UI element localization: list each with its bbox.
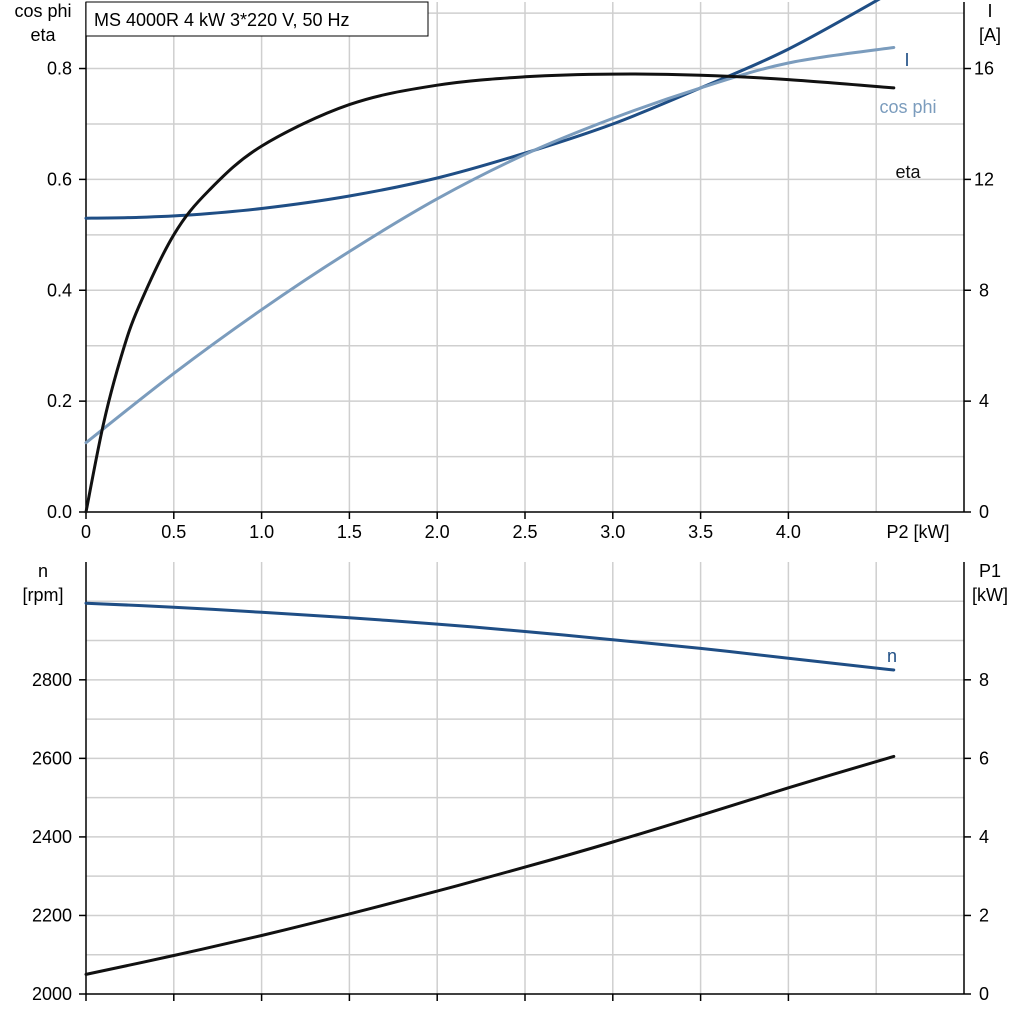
x-tick-label: 2.5 xyxy=(512,522,537,542)
right-axis-title: [kW] xyxy=(972,585,1008,605)
x-tick-label: 1.5 xyxy=(337,522,362,542)
right-axis-title: I xyxy=(987,1,992,21)
left-tick-label: 2400 xyxy=(32,827,72,847)
chart-title-box: MS 4000R 4 kW 3*220 V, 50 Hz xyxy=(85,1,429,37)
left-tick-label: 0.8 xyxy=(47,59,72,79)
right-tick-label: 2 xyxy=(979,905,989,925)
x-tick-label: 0 xyxy=(81,522,91,542)
x-tick-label: 1.0 xyxy=(249,522,274,542)
series-label-eta: eta xyxy=(895,162,921,182)
left-tick-label: 0.6 xyxy=(47,169,72,189)
series-line-p1 xyxy=(84,754,896,976)
chart-title: MS 4000R 4 kW 3*220 V, 50 Hz xyxy=(94,10,349,30)
left-axis-title: n xyxy=(38,561,48,581)
top-panel: 0.0 0.2 0.4 0.6 0.8 0 4 8 12 16 0 0.5 1.0 1.5 2.0 2.5 3.… xyxy=(14,0,1001,542)
series-line-eta xyxy=(84,72,896,514)
left-tick-label: 0.0 xyxy=(47,502,72,522)
series-line-cos-phi xyxy=(84,46,896,445)
right-tick-label: 0 xyxy=(979,984,989,1004)
x-tick-label: 4.0 xyxy=(776,522,801,542)
right-tick-label: 4 xyxy=(979,391,989,411)
x-tick-label: 3.0 xyxy=(600,522,625,542)
right-tick-label: 6 xyxy=(979,748,989,768)
right-tick-label: 8 xyxy=(979,670,989,690)
left-tick-label: 0.4 xyxy=(47,280,72,300)
x-tick-label: 3.5 xyxy=(688,522,713,542)
x-tick-label: 2.0 xyxy=(425,522,450,542)
series-label-n: n xyxy=(887,646,897,666)
right-tick-label: 12 xyxy=(974,169,994,189)
right-tick-label: 0 xyxy=(979,502,989,522)
x-axis-label: P2 [kW] xyxy=(886,522,949,542)
left-axis-title: eta xyxy=(30,25,56,45)
series-line-i xyxy=(84,0,881,220)
left-tick-label: 2800 xyxy=(32,670,72,690)
series-line-n xyxy=(84,601,896,672)
left-axis-title: cos phi xyxy=(14,1,71,21)
left-tick-label: 0.2 xyxy=(47,391,72,411)
series-label-cos-phi: cos phi xyxy=(879,97,936,117)
right-tick-label: 8 xyxy=(979,280,989,300)
x-tick-label: 0.5 xyxy=(161,522,186,542)
right-axis-title: [A] xyxy=(979,25,1001,45)
left-tick-label: 2000 xyxy=(32,984,72,1004)
right-axis-title: P1 xyxy=(979,561,1001,581)
bottom-panel: 2000 2200 2400 2600 2800 0 2 4 6 8 n [rpm] P1 [kW] n xyxy=(22,561,1008,1004)
right-tick-label: 4 xyxy=(979,827,989,847)
left-tick-label: 2200 xyxy=(32,905,72,925)
series-label-i: I xyxy=(904,50,909,70)
left-tick-label: 2600 xyxy=(32,748,72,768)
left-axis-title: [rpm] xyxy=(22,585,63,605)
right-tick-label: 16 xyxy=(974,59,994,79)
